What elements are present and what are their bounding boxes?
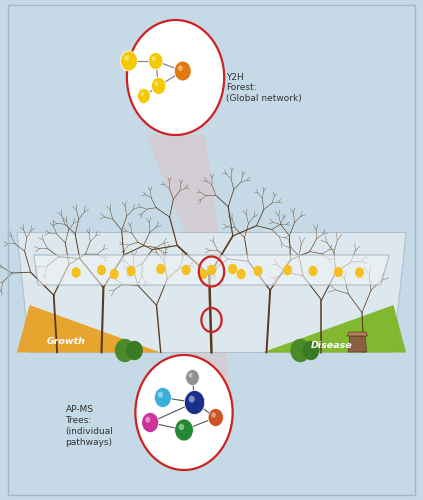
Circle shape [303, 342, 319, 359]
Polygon shape [17, 232, 406, 352]
Polygon shape [347, 332, 368, 336]
Polygon shape [146, 135, 223, 269]
Circle shape [127, 266, 135, 276]
Circle shape [178, 66, 183, 71]
Circle shape [291, 340, 310, 361]
Circle shape [212, 412, 216, 418]
Circle shape [284, 266, 291, 274]
Polygon shape [348, 336, 367, 352]
Circle shape [151, 56, 156, 61]
Circle shape [121, 51, 137, 71]
Circle shape [184, 390, 205, 414]
Text: Growth: Growth [47, 337, 85, 346]
Circle shape [208, 266, 215, 274]
Text: Forest:: Forest: [226, 84, 257, 92]
Circle shape [135, 355, 233, 470]
Circle shape [127, 20, 224, 135]
Circle shape [154, 81, 159, 86]
Polygon shape [135, 332, 233, 410]
Circle shape [110, 270, 118, 278]
Circle shape [140, 92, 144, 96]
Circle shape [182, 266, 190, 274]
Circle shape [309, 266, 317, 276]
Text: Trees:: Trees: [66, 416, 92, 425]
Polygon shape [17, 305, 161, 352]
Circle shape [151, 78, 166, 94]
Circle shape [175, 419, 193, 441]
Text: (Global network): (Global network) [226, 94, 302, 104]
Circle shape [199, 270, 207, 278]
Circle shape [189, 396, 195, 402]
Circle shape [186, 370, 199, 386]
Circle shape [208, 408, 223, 426]
Circle shape [137, 88, 150, 104]
Circle shape [72, 268, 80, 277]
Circle shape [254, 266, 262, 276]
Circle shape [174, 61, 191, 81]
Text: Disease: Disease [311, 341, 353, 350]
Circle shape [229, 264, 236, 274]
Circle shape [154, 388, 171, 407]
Polygon shape [34, 255, 389, 285]
Circle shape [124, 56, 129, 61]
Circle shape [98, 266, 105, 274]
Circle shape [179, 424, 184, 430]
Circle shape [148, 52, 163, 70]
Text: pathways): pathways) [66, 438, 113, 447]
Circle shape [127, 342, 142, 359]
Circle shape [158, 392, 163, 398]
Circle shape [115, 340, 134, 361]
Text: (individual: (individual [66, 427, 113, 436]
Circle shape [356, 268, 363, 277]
Text: AP-MS: AP-MS [66, 405, 93, 414]
Circle shape [145, 416, 150, 422]
Circle shape [189, 373, 192, 378]
Polygon shape [262, 305, 406, 352]
Circle shape [142, 412, 159, 432]
Circle shape [335, 268, 342, 276]
Text: Y2H: Y2H [226, 72, 244, 82]
Circle shape [157, 264, 165, 274]
Circle shape [237, 270, 245, 278]
